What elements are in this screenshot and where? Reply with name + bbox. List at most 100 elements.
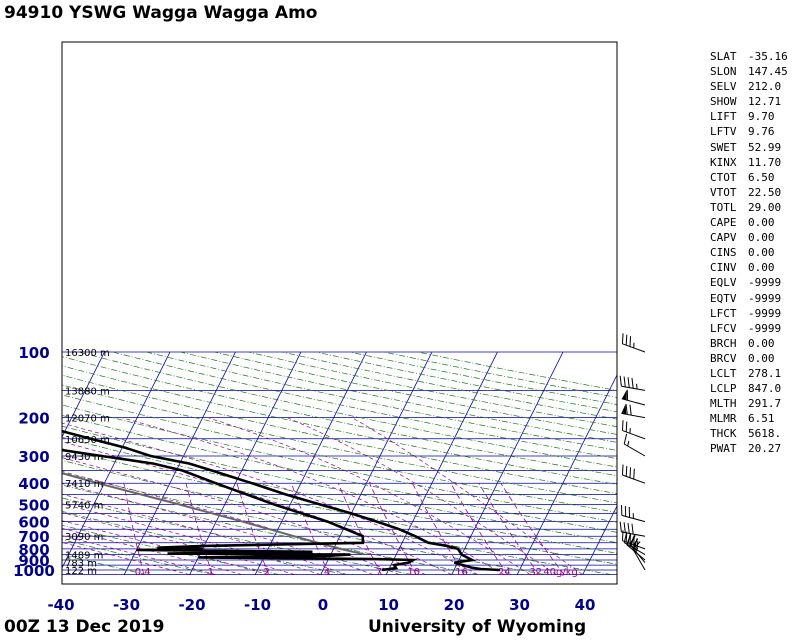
mixing-ratio-line [236,483,269,575]
index-value: -9999 [748,291,782,305]
wind-barb [621,333,646,353]
index-value: 9.70 [748,110,775,124]
index-key: THCK [710,427,737,441]
index-key: LCLT [710,366,737,380]
moist-adiabat-line [207,417,531,575]
index-key: BRCV [710,351,737,365]
pressure-tick-label: 100 [18,344,49,362]
dewpoint-line [62,448,418,572]
index-key: LFTV [710,125,737,139]
mixing-ratio-line [450,483,508,575]
pressure-tick-label: 300 [18,448,49,466]
index-key: LIFT [710,110,737,124]
index-row: CTOT 6.50 [710,170,796,185]
index-row: EQTV -9999 [710,291,796,306]
index-value: 6.50 [748,170,775,184]
index-value: 0.00 [748,261,775,275]
index-row: BRCV 0.00 [710,351,796,366]
isotherm-line [582,505,617,575]
index-key: LCLP [710,382,737,396]
dry-adiabat-line [78,351,617,468]
wind-barb [619,521,646,537]
index-value: 0.00 [748,231,775,245]
isotherm-line [451,351,564,575]
index-row: TOTL 29.00 [710,200,796,215]
dry-adiabat-line [146,351,617,451]
index-value: 0.00 [748,216,775,230]
index-value: 52.99 [748,140,782,154]
pressure-tick-label: 800 [18,541,49,559]
parcel-path-line [62,472,365,556]
index-value: 11.70 [748,155,782,169]
index-value: 5618. [748,427,782,441]
pressure-tick-label: 1000 [13,562,55,580]
temperature-tick-label: 0 [318,596,328,614]
index-key: VTOT [710,185,737,199]
index-key: CINS [710,246,737,260]
index-value: 0.00 [748,336,775,350]
wind-barb [621,389,646,406]
index-row: CINV 0.00 [710,260,796,275]
index-row: VTOT 22.50 [710,185,796,200]
index-value: 6.51 [748,412,775,426]
index-value: 212.0 [748,80,782,94]
height-label: 1489 m [65,551,103,562]
wind-barb [621,420,646,440]
index-row: CINS 0.00 [710,245,796,260]
index-row: CAPE 0.00 [710,215,796,230]
moist-adiabat-line [62,512,295,575]
index-row: PWAT 20.27 [710,441,796,456]
moist-adiabat-line [62,493,348,575]
height-label: 783 m [65,559,97,570]
index-value: 847.0 [748,382,782,396]
height-label: 5740 m [65,500,103,511]
dry-adiabat-line [62,384,617,504]
index-key: PWAT [710,442,737,456]
index-key: MLTH [710,397,737,411]
isotherm-line [320,351,433,575]
index-key: LFCV [710,321,737,335]
dry-adiabat-line [62,539,214,575]
wind-barb [621,464,646,484]
height-label: 12070 m [65,414,110,425]
dry-adiabat-line [62,404,617,523]
index-key: CAPV [710,231,737,245]
mixing-ratio-label: 16 [455,567,468,578]
dry-adiabat-line [62,448,617,565]
temperature-tick-label: 20 [444,596,465,614]
index-row: MLMR 6.51 [710,411,796,426]
index-value: 12.71 [748,95,782,109]
index-row: LIFT 9.70 [710,109,796,124]
index-value: 278.1 [748,366,782,380]
temperature-tick-label: -10 [244,596,271,614]
index-value: -9999 [748,276,782,290]
pressure-tick-label: 900 [18,552,49,570]
dry-adiabat-line [62,374,617,494]
isotherm-line [189,351,302,575]
mixing-ratio-line [478,482,540,575]
index-key: KINX [710,155,737,169]
pressure-tick-label: 700 [18,528,49,546]
moist-adiabat-line [351,417,583,575]
index-key: SWET [710,140,737,154]
height-label: 7410 m [65,479,103,490]
index-key: SLON [710,65,737,79]
index-row: LCLP 847.0 [710,381,796,396]
temperature-line [62,429,500,572]
index-row: LFCT -9999 [710,306,796,321]
chart-title: 94910 YSWG Wagga Wagga Amo [4,3,318,23]
dry-adiabat-line [112,351,617,459]
index-key: SLAT [710,50,737,63]
index-key: EQLV [710,276,737,290]
wind-barb [621,504,646,523]
index-key: BRCH [710,336,737,350]
mixing-ratio-label: 7 [376,567,382,578]
moist-adiabat-line [62,457,426,575]
index-value: -35.16 [748,50,788,63]
index-value: 9.76 [748,125,775,139]
index-value: 147.45 [748,65,788,79]
temperature-tick-label: 40 [575,596,596,614]
index-row: SHOW 12.71 [710,94,796,109]
index-key: CAPE [710,216,737,230]
dry-adiabat-line [62,510,346,575]
